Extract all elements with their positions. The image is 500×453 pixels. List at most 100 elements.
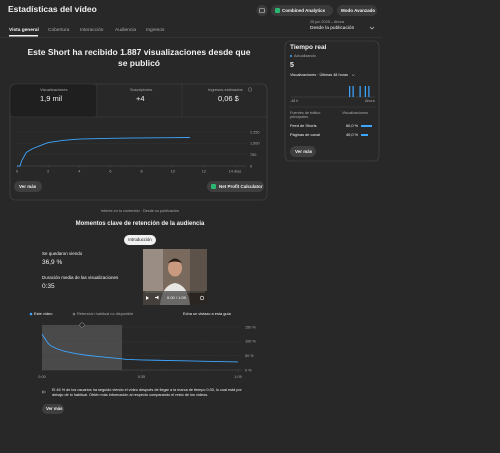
active-tab-underline [9, 35, 38, 37]
x-tick-label: 12 [202, 170, 206, 174]
bar [368, 86, 370, 97]
retention-context: Interés en tu contenido · Desde su publi… [100, 209, 180, 213]
live-dot [290, 55, 292, 57]
legend-label: Este vídeo [34, 311, 53, 316]
metric-value: 1,9 mil [40, 94, 63, 103]
see-more-button[interactable] [42, 404, 64, 414]
y-tick-label: 100 % [245, 340, 256, 344]
insight-icon [41, 390, 46, 394]
traffic-share: 60,0 % [346, 123, 359, 128]
y-tick-label: 150 % [245, 325, 256, 329]
tab[interactable]: Ingresos [146, 28, 165, 33]
dropdown-caret [351, 74, 355, 77]
y-tick-label: 2.250 [250, 130, 260, 134]
button-label: Combined Analytics [282, 8, 326, 13]
video-face [168, 259, 182, 277]
tab[interactable]: Vista general [9, 28, 39, 33]
x-tick-label: 0:00 [38, 375, 45, 379]
see-more-button[interactable] [290, 146, 316, 157]
segment-button[interactable] [124, 235, 156, 245]
y-tick-label: 750 [250, 153, 256, 157]
bar [359, 86, 361, 97]
button-label: Introducción [128, 236, 152, 242]
button-label: Ver más [46, 405, 63, 411]
data-line [41, 333, 239, 363]
volume-button[interactable] [155, 295, 159, 300]
tab[interactable]: Audiencia [115, 28, 137, 33]
stat-value: 36,9 % [42, 259, 63, 266]
metric-value: +4 [136, 94, 145, 103]
segment-highlight [42, 325, 122, 370]
analytics-icon [275, 8, 280, 13]
video-hair [168, 258, 182, 263]
x-tick-label: 4 [78, 170, 80, 174]
x-tick-label: 10 [171, 170, 175, 174]
bar [352, 86, 354, 97]
date-range-select[interactable]: Desde la publicación [310, 26, 355, 31]
metric-label: Suscriptores [130, 87, 153, 92]
traffic-source: Páginas de canal [290, 132, 320, 137]
page-title: Estadísticas del vídeo [8, 4, 97, 14]
x-tick-label: 14 días [229, 170, 242, 174]
realtime-status: Actualizando [294, 54, 316, 58]
metric-value: 0,06 $ [218, 94, 239, 103]
axis-label: -48 h [290, 99, 299, 103]
share-bar [361, 134, 368, 136]
button-label: Ver más [19, 184, 37, 189]
retention-title: Momentos clave de retención de la audien… [75, 221, 205, 227]
play-button[interactable] [146, 296, 149, 300]
bar [349, 86, 351, 97]
data-line [17, 137, 190, 167]
net-profit-button[interactable] [207, 181, 264, 192]
button-label: Ver más [295, 149, 313, 154]
stat-label: Duración media de las visualizaciones [42, 275, 119, 280]
metric-label: Visualizaciones [40, 87, 68, 92]
realtime-subtitle[interactable]: Visualizaciones · Últimas 48 horas [290, 73, 348, 77]
player-controls [143, 291, 207, 305]
y-tick-label: 0 [250, 164, 252, 168]
button-label: Modo Avanzado [341, 8, 376, 13]
axis-label: Ahora [365, 99, 375, 103]
date-period: 25 jun 2025 – Ahora [310, 20, 344, 24]
button-label: Net Profit Calculator [219, 184, 263, 189]
table-header: Visualizaciones [342, 111, 369, 115]
x-tick-label: 1:09 [234, 375, 241, 379]
legend-dot [29, 312, 33, 316]
y-tick-label: 1.500 [250, 142, 260, 146]
stat-label: Se quedaron viendo [42, 251, 83, 256]
share-bar [361, 125, 372, 127]
x-tick-label: 0 [16, 170, 18, 174]
tab[interactable]: Cobertura [48, 28, 70, 33]
summary-headline: Este Short ha recibido 1.887 visualizaci… [27, 47, 251, 69]
x-tick-label: 0:35 [138, 375, 145, 379]
settings-button[interactable] [199, 295, 205, 301]
player-time: 0:00 / 1:09 [167, 295, 186, 300]
info-icon[interactable] [247, 87, 252, 92]
x-tick-label: 6 [109, 170, 111, 174]
retention-insight: El 46 % de los usuarios ha seguido viend… [52, 388, 242, 398]
see-more-button[interactable] [14, 181, 42, 192]
selected-metric[interactable] [10, 84, 97, 118]
bar [364, 86, 366, 97]
screenshot-button[interactable] [256, 5, 268, 16]
tab[interactable]: Interacción [80, 28, 104, 33]
calculator-icon [211, 184, 216, 189]
traffic-source: Feed de Shorts [290, 123, 317, 128]
info-icon[interactable] [79, 322, 85, 328]
combined-analytics-button[interactable] [271, 5, 333, 16]
advanced-mode-button[interactable] [337, 5, 377, 16]
realtime-card [284, 40, 380, 162]
legend-dot [72, 312, 76, 316]
legend-label: Retención habitual no disponible [77, 311, 134, 316]
dropdown-caret [369, 26, 375, 30]
y-tick-label: 50 % [245, 354, 254, 358]
traffic-share: 40,0 % [346, 132, 359, 137]
guide-link[interactable]: Echa un vistazo a esta guía [183, 311, 231, 316]
x-tick-label: 2 [47, 170, 49, 174]
table-header: Fuentes de tráfico principales [290, 111, 321, 120]
y-tick-label: 0 % [245, 368, 252, 372]
camera-icon [259, 8, 265, 13]
realtime-value: 5 [290, 62, 294, 69]
